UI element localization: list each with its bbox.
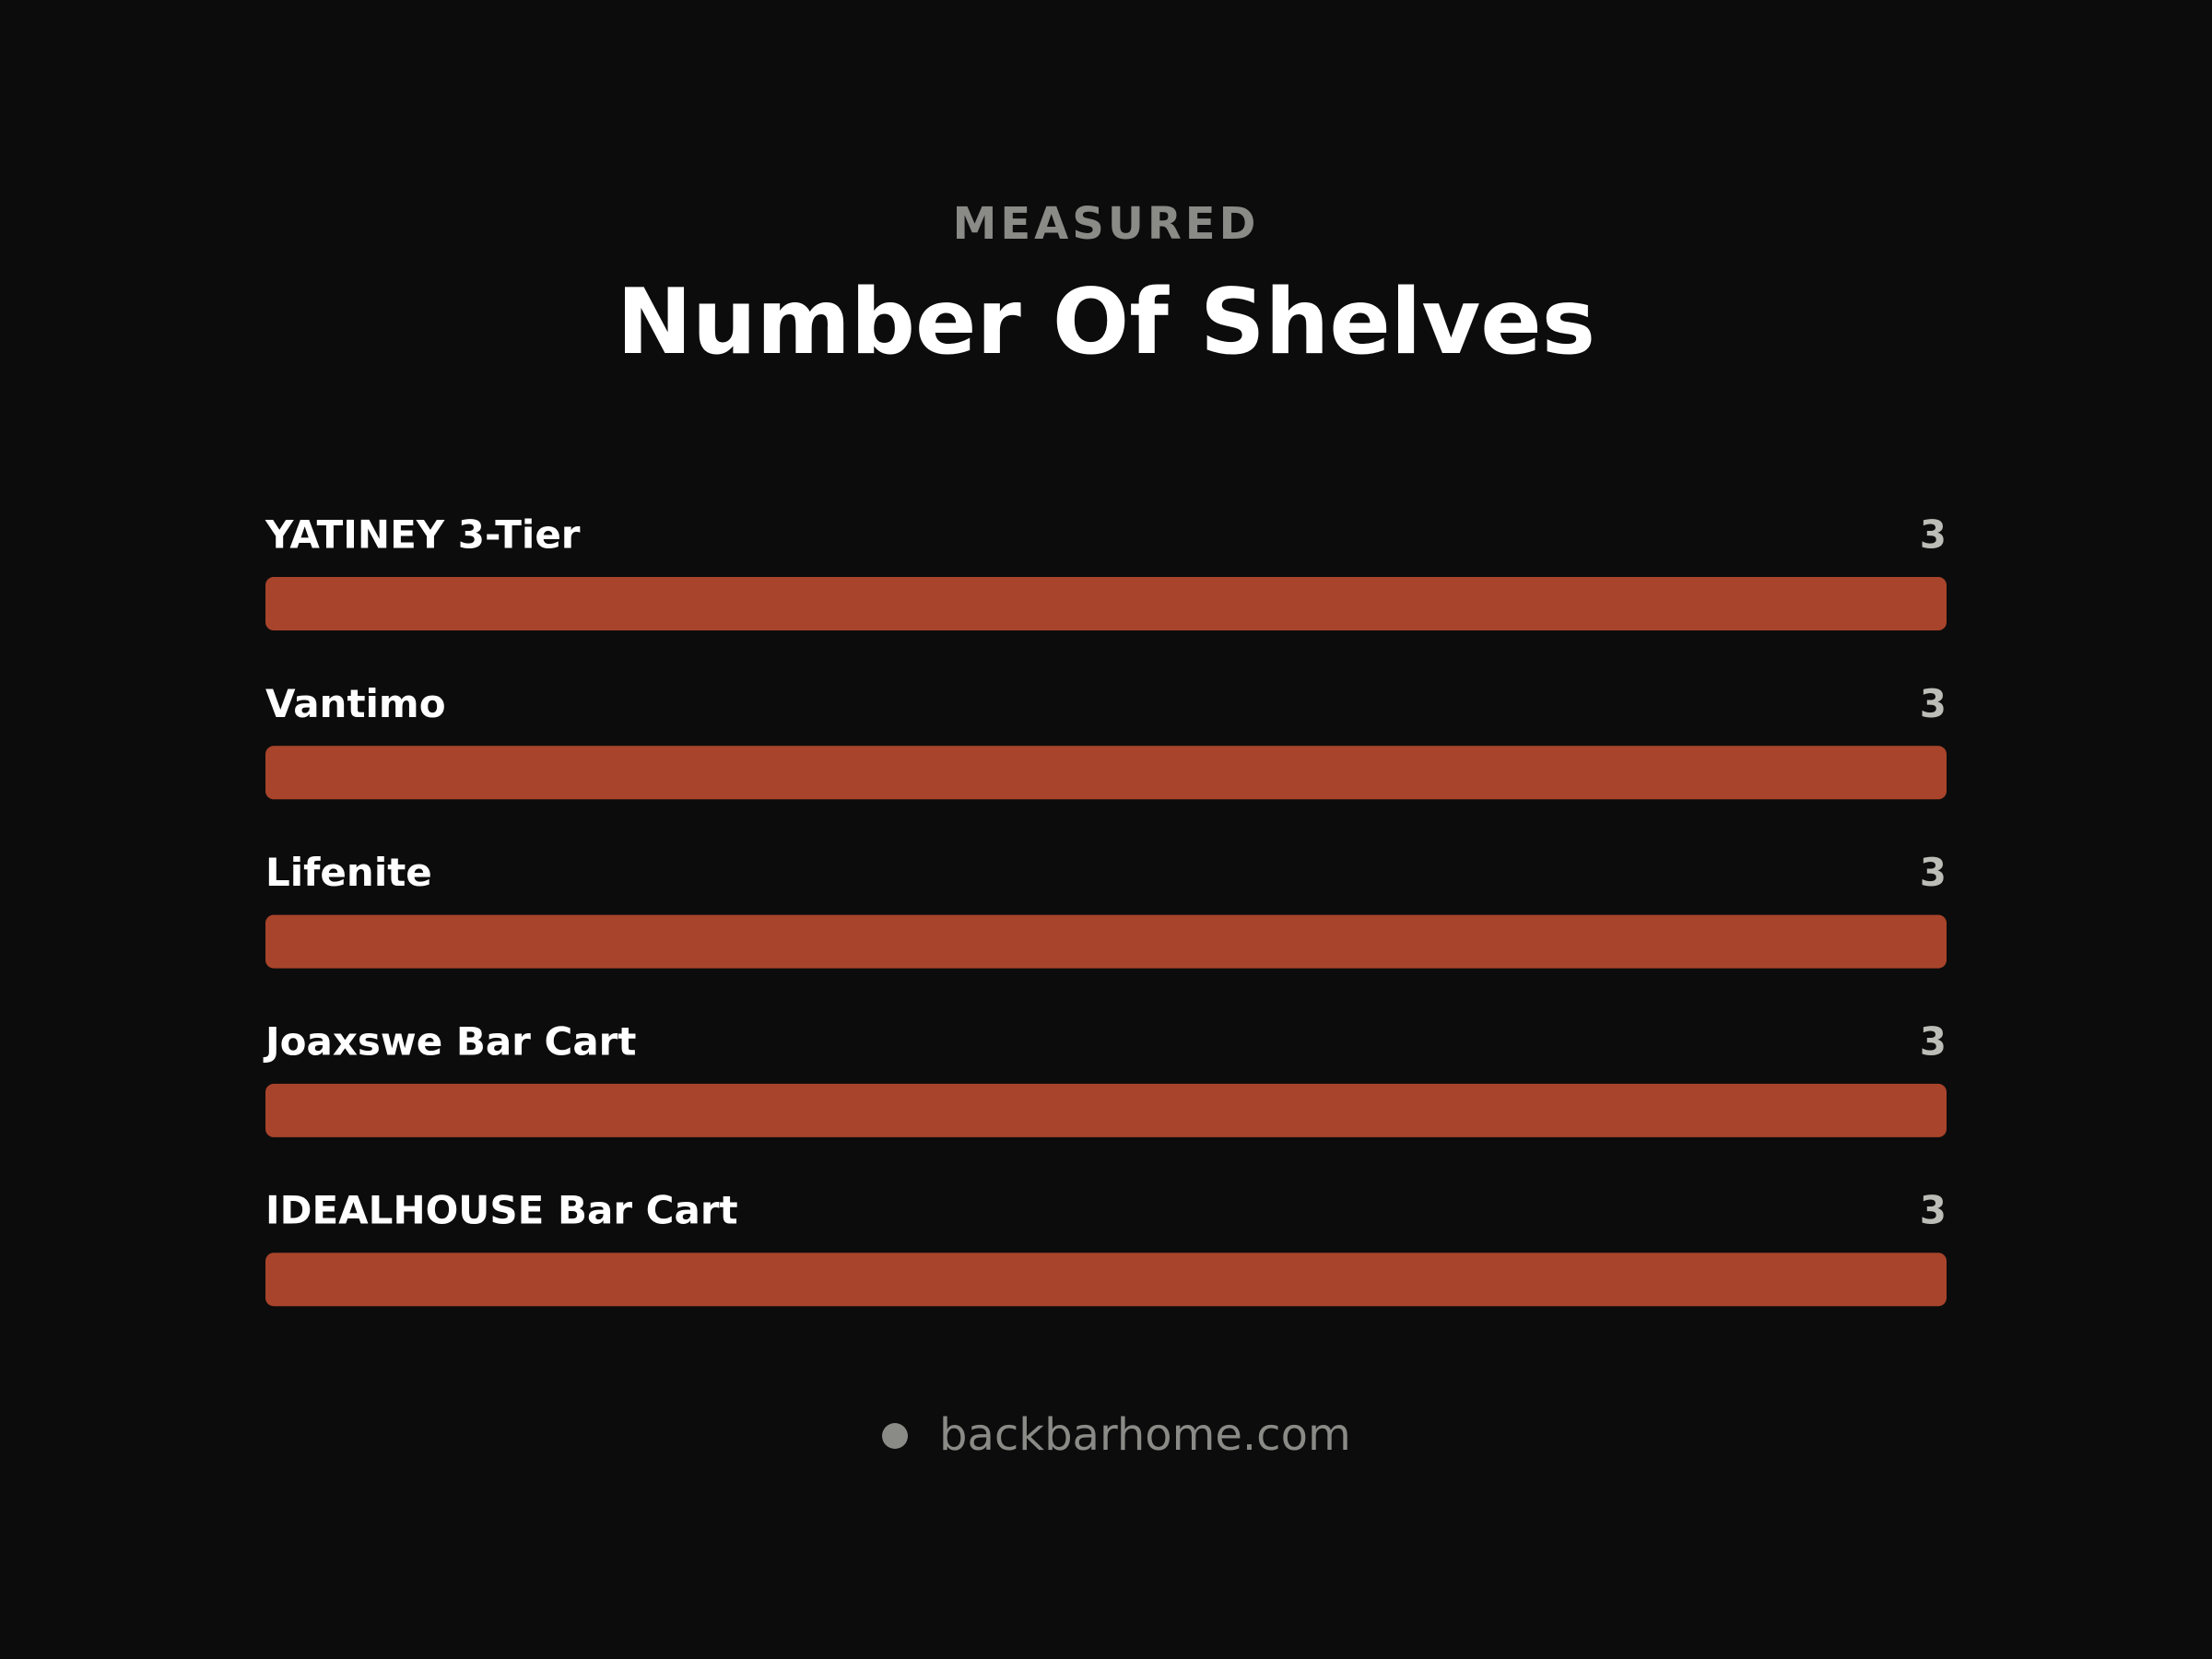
bar: [265, 577, 1947, 630]
bar: [265, 1253, 1947, 1307]
bar-label: Lifenite: [265, 850, 432, 895]
chart-title: Number Of Shelves: [617, 270, 1595, 375]
value-label: 3: [1920, 681, 1947, 726]
source: backbarhome.com: [939, 1409, 1351, 1461]
value-label: 3: [1920, 1188, 1947, 1233]
source-dot: [882, 1423, 908, 1449]
value-label: 3: [1920, 512, 1947, 558]
bar-label: IDEALHOUSE Bar Cart: [265, 1188, 738, 1233]
chart-subtitle: MEASURED: [953, 198, 1260, 250]
bar-label: YATINEY 3-Tier: [265, 512, 581, 558]
bar: [265, 914, 1947, 969]
bar: [265, 1083, 1947, 1137]
bar-label: Vantimo: [265, 681, 446, 726]
bar-label: Joaxswe Bar Cart: [263, 1018, 636, 1064]
value-label: 3: [1920, 1018, 1947, 1064]
value-label: 3: [1920, 850, 1947, 895]
bar: [265, 746, 1947, 800]
